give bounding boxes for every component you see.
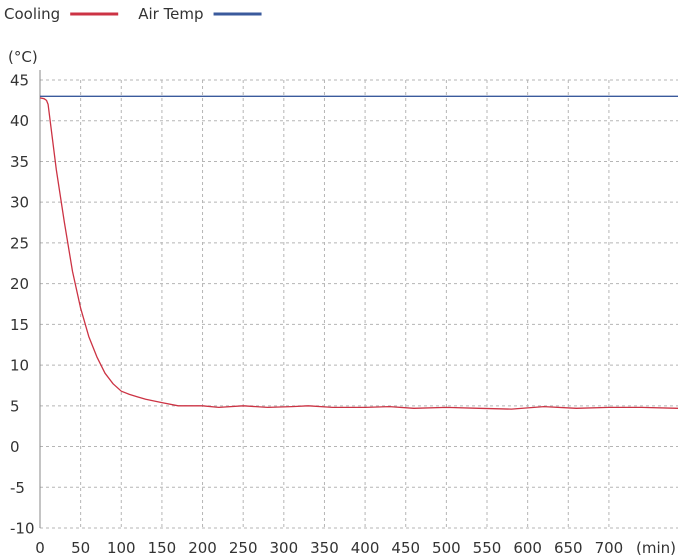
y-tick-label: -10 bbox=[10, 520, 35, 538]
y-tick-label: -5 bbox=[10, 479, 25, 497]
y-tick-label: 5 bbox=[10, 397, 20, 415]
series-lines bbox=[39, 95, 678, 410]
x-tick-label: 500 bbox=[432, 539, 461, 557]
cooling-series-line bbox=[39, 97, 678, 410]
x-tick-label: 0 bbox=[35, 539, 45, 557]
y-tick-label: 45 bbox=[10, 72, 29, 90]
x-tick-label: 600 bbox=[513, 539, 542, 557]
x-tick-label: 350 bbox=[310, 539, 339, 557]
x-tick-label: 50 bbox=[71, 539, 90, 557]
y-tick-label: 0 bbox=[10, 438, 20, 456]
x-tick-label: 450 bbox=[391, 539, 420, 557]
x-tick-label: 650 bbox=[554, 539, 583, 557]
y-tick-label: 30 bbox=[10, 194, 29, 212]
legend-label-air-temp: Air Temp bbox=[138, 5, 203, 23]
x-tick-label: 150 bbox=[148, 539, 177, 557]
y-tick-label: 20 bbox=[10, 275, 29, 293]
y-tick-label: 15 bbox=[10, 316, 29, 334]
y-tick-label: 40 bbox=[10, 112, 29, 130]
x-tick-label: 200 bbox=[188, 539, 217, 557]
x-tick-label: 300 bbox=[270, 539, 299, 557]
x-tick-label: 550 bbox=[473, 539, 502, 557]
x-axis-unit: (min) bbox=[636, 539, 676, 557]
legend: Cooling Air Temp bbox=[4, 5, 262, 23]
y-tick-label: 10 bbox=[10, 357, 29, 375]
x-tick-label: 100 bbox=[107, 539, 136, 557]
x-tick-label: 700 bbox=[595, 539, 624, 557]
y-axis-unit: (°C) bbox=[8, 48, 38, 66]
legend-label-cooling: Cooling bbox=[4, 5, 60, 23]
y-tick-label: 25 bbox=[10, 234, 29, 252]
x-tick-label: 250 bbox=[229, 539, 258, 557]
x-tick-label: 400 bbox=[351, 539, 380, 557]
grid bbox=[40, 79, 678, 529]
y-tick-label: 35 bbox=[10, 153, 29, 171]
